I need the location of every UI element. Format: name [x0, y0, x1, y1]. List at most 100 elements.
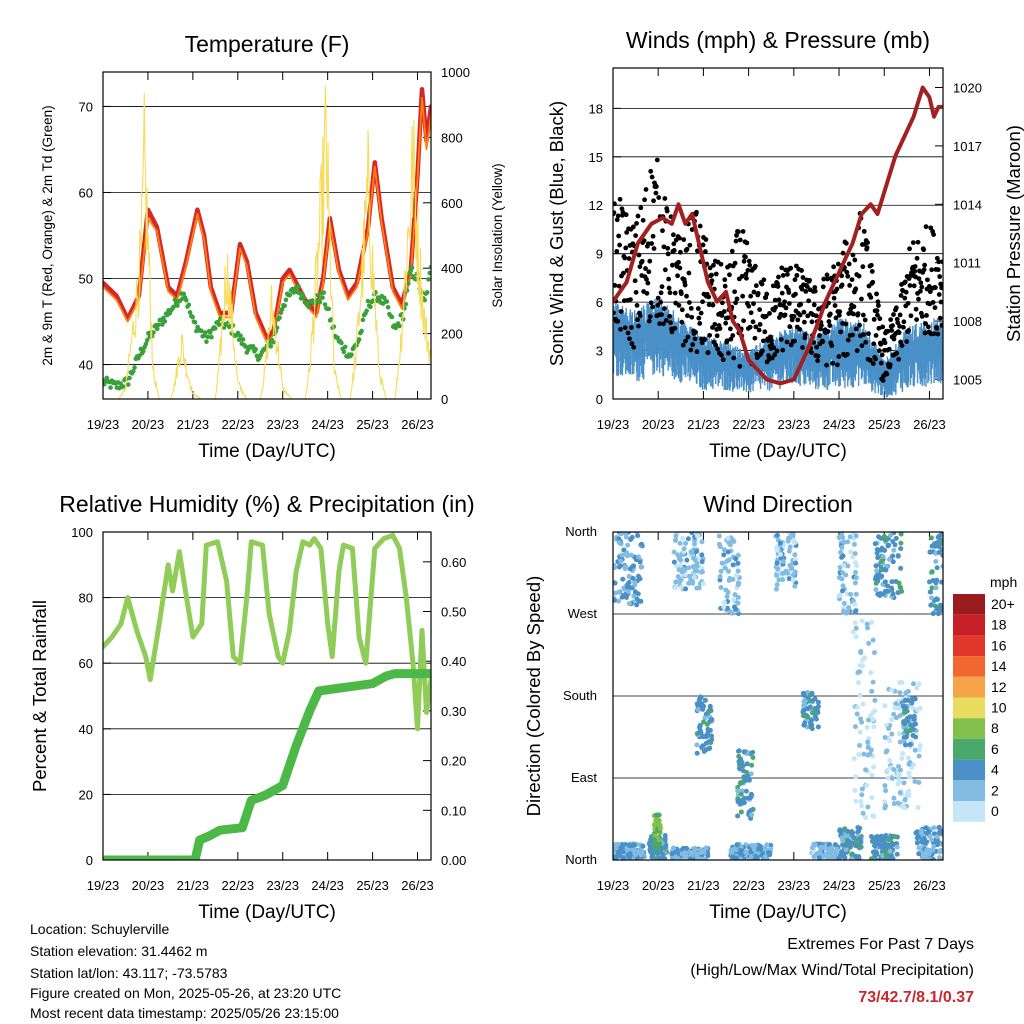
wind-direction-point [928, 589, 934, 595]
gust-point [703, 249, 708, 254]
dewpoint-point [172, 297, 178, 303]
wind-direction-point [907, 728, 913, 734]
wind-direction-point [652, 837, 658, 843]
gust-point [730, 333, 736, 338]
wind-direction-point [888, 532, 894, 538]
dewpoint-point [156, 322, 161, 328]
gust-point [755, 290, 761, 296]
dewpoint-point [120, 384, 126, 389]
gust-point [875, 299, 881, 305]
y-tick-label: 0 [86, 853, 93, 868]
wind-direction-point [703, 845, 709, 851]
colorbar-label: 14 [991, 658, 1007, 674]
wind-direction-point [679, 569, 685, 575]
gust-point [924, 313, 929, 318]
x-tick-label: 22/23 [222, 878, 255, 893]
dewpoint-point [192, 320, 198, 325]
gust-point [885, 328, 891, 334]
gust-point [869, 269, 875, 274]
dewpoint-point [277, 315, 282, 321]
wind-direction-point [811, 853, 817, 859]
wind-direction-point [838, 831, 844, 837]
gust-point [734, 232, 739, 238]
wind-direction-point [626, 601, 632, 607]
y-right-axis-label: Station Pressure (Maroon) [1003, 125, 1024, 342]
y-right-tick-label: 200 [441, 327, 463, 342]
gust-point [677, 235, 682, 241]
y-right-tick-label: 1020 [953, 80, 982, 95]
gust-point [854, 348, 860, 354]
gust-point [800, 275, 806, 280]
wind-direction-point [613, 597, 617, 603]
wind-direction-point [853, 634, 859, 640]
wind-direction-point [897, 584, 903, 590]
wind-direction-point [694, 585, 700, 591]
gust-point [896, 330, 902, 336]
wind-direction-point [916, 747, 922, 753]
dewpoint-point [125, 382, 131, 387]
gust-point [732, 260, 738, 266]
x-tick-label: 21/23 [177, 878, 210, 893]
gust-point [834, 286, 840, 292]
gust-point [850, 332, 855, 338]
gust-point [844, 351, 850, 357]
gust-point [649, 174, 655, 180]
gust-point [916, 296, 921, 302]
wind-direction-point [691, 574, 697, 580]
gust-point [769, 355, 775, 361]
wind-direction-point [879, 838, 885, 844]
gust-point [879, 352, 885, 358]
gust-point [833, 315, 839, 321]
gust-point [850, 252, 856, 258]
gust-point [684, 246, 690, 252]
wind-direction-point [940, 563, 943, 569]
wind-direction-point [838, 853, 844, 859]
y-right-tick-label: 0.60 [441, 555, 466, 570]
gust-point [700, 299, 705, 305]
gust-point [684, 293, 689, 299]
x-tick-label: 20/23 [642, 417, 675, 432]
gust-point [676, 302, 682, 308]
y-right-tick-label: 1000 [441, 65, 470, 80]
gust-point [740, 293, 746, 299]
wind-direction-point [853, 608, 859, 614]
gust-point [697, 321, 703, 326]
wind-direction-point [840, 583, 846, 589]
dewpoint-point [212, 326, 218, 331]
wind-direction-point [786, 576, 792, 582]
wind-direction-point [811, 709, 817, 715]
wind-direction-point [737, 780, 743, 786]
dewpoint-point [341, 349, 347, 355]
chart-title-2: Relative Humidity (%) & Precipitation (i… [59, 491, 474, 517]
wind-direction-point [673, 533, 679, 539]
wind-direction-point [911, 713, 917, 719]
wind-direction-point [865, 739, 871, 745]
wind-direction-point [633, 851, 639, 857]
wind-direction-point [916, 681, 922, 687]
wind-direction-point [906, 761, 912, 767]
gust-point [857, 322, 862, 328]
gust-point [795, 317, 801, 323]
wind-direction-point [747, 795, 753, 801]
wind-direction-point [792, 583, 798, 589]
gust-point [653, 190, 659, 196]
y-right-tick-label: 0.00 [441, 853, 466, 868]
wind-direction-point [823, 851, 829, 857]
gust-point [709, 272, 714, 278]
wind-direction-point [906, 770, 912, 776]
wind-direction-point [735, 582, 741, 588]
dewpoint-point [400, 317, 406, 322]
plot-frame [102, 531, 432, 861]
dewpoint-point [236, 337, 242, 343]
station-latlon: Station lat/lon: 43.117; -73.5783 [30, 965, 228, 981]
gust-point [757, 307, 763, 313]
gust-point [685, 334, 691, 340]
dewpoint-point [405, 281, 411, 286]
gust-point [934, 325, 940, 331]
y-tick-label: West [568, 606, 598, 621]
gust-point [616, 233, 622, 239]
gust-point [865, 240, 870, 245]
y-tick-label: North [565, 524, 597, 539]
wind-direction-point [637, 559, 643, 565]
gust-point [831, 295, 837, 301]
